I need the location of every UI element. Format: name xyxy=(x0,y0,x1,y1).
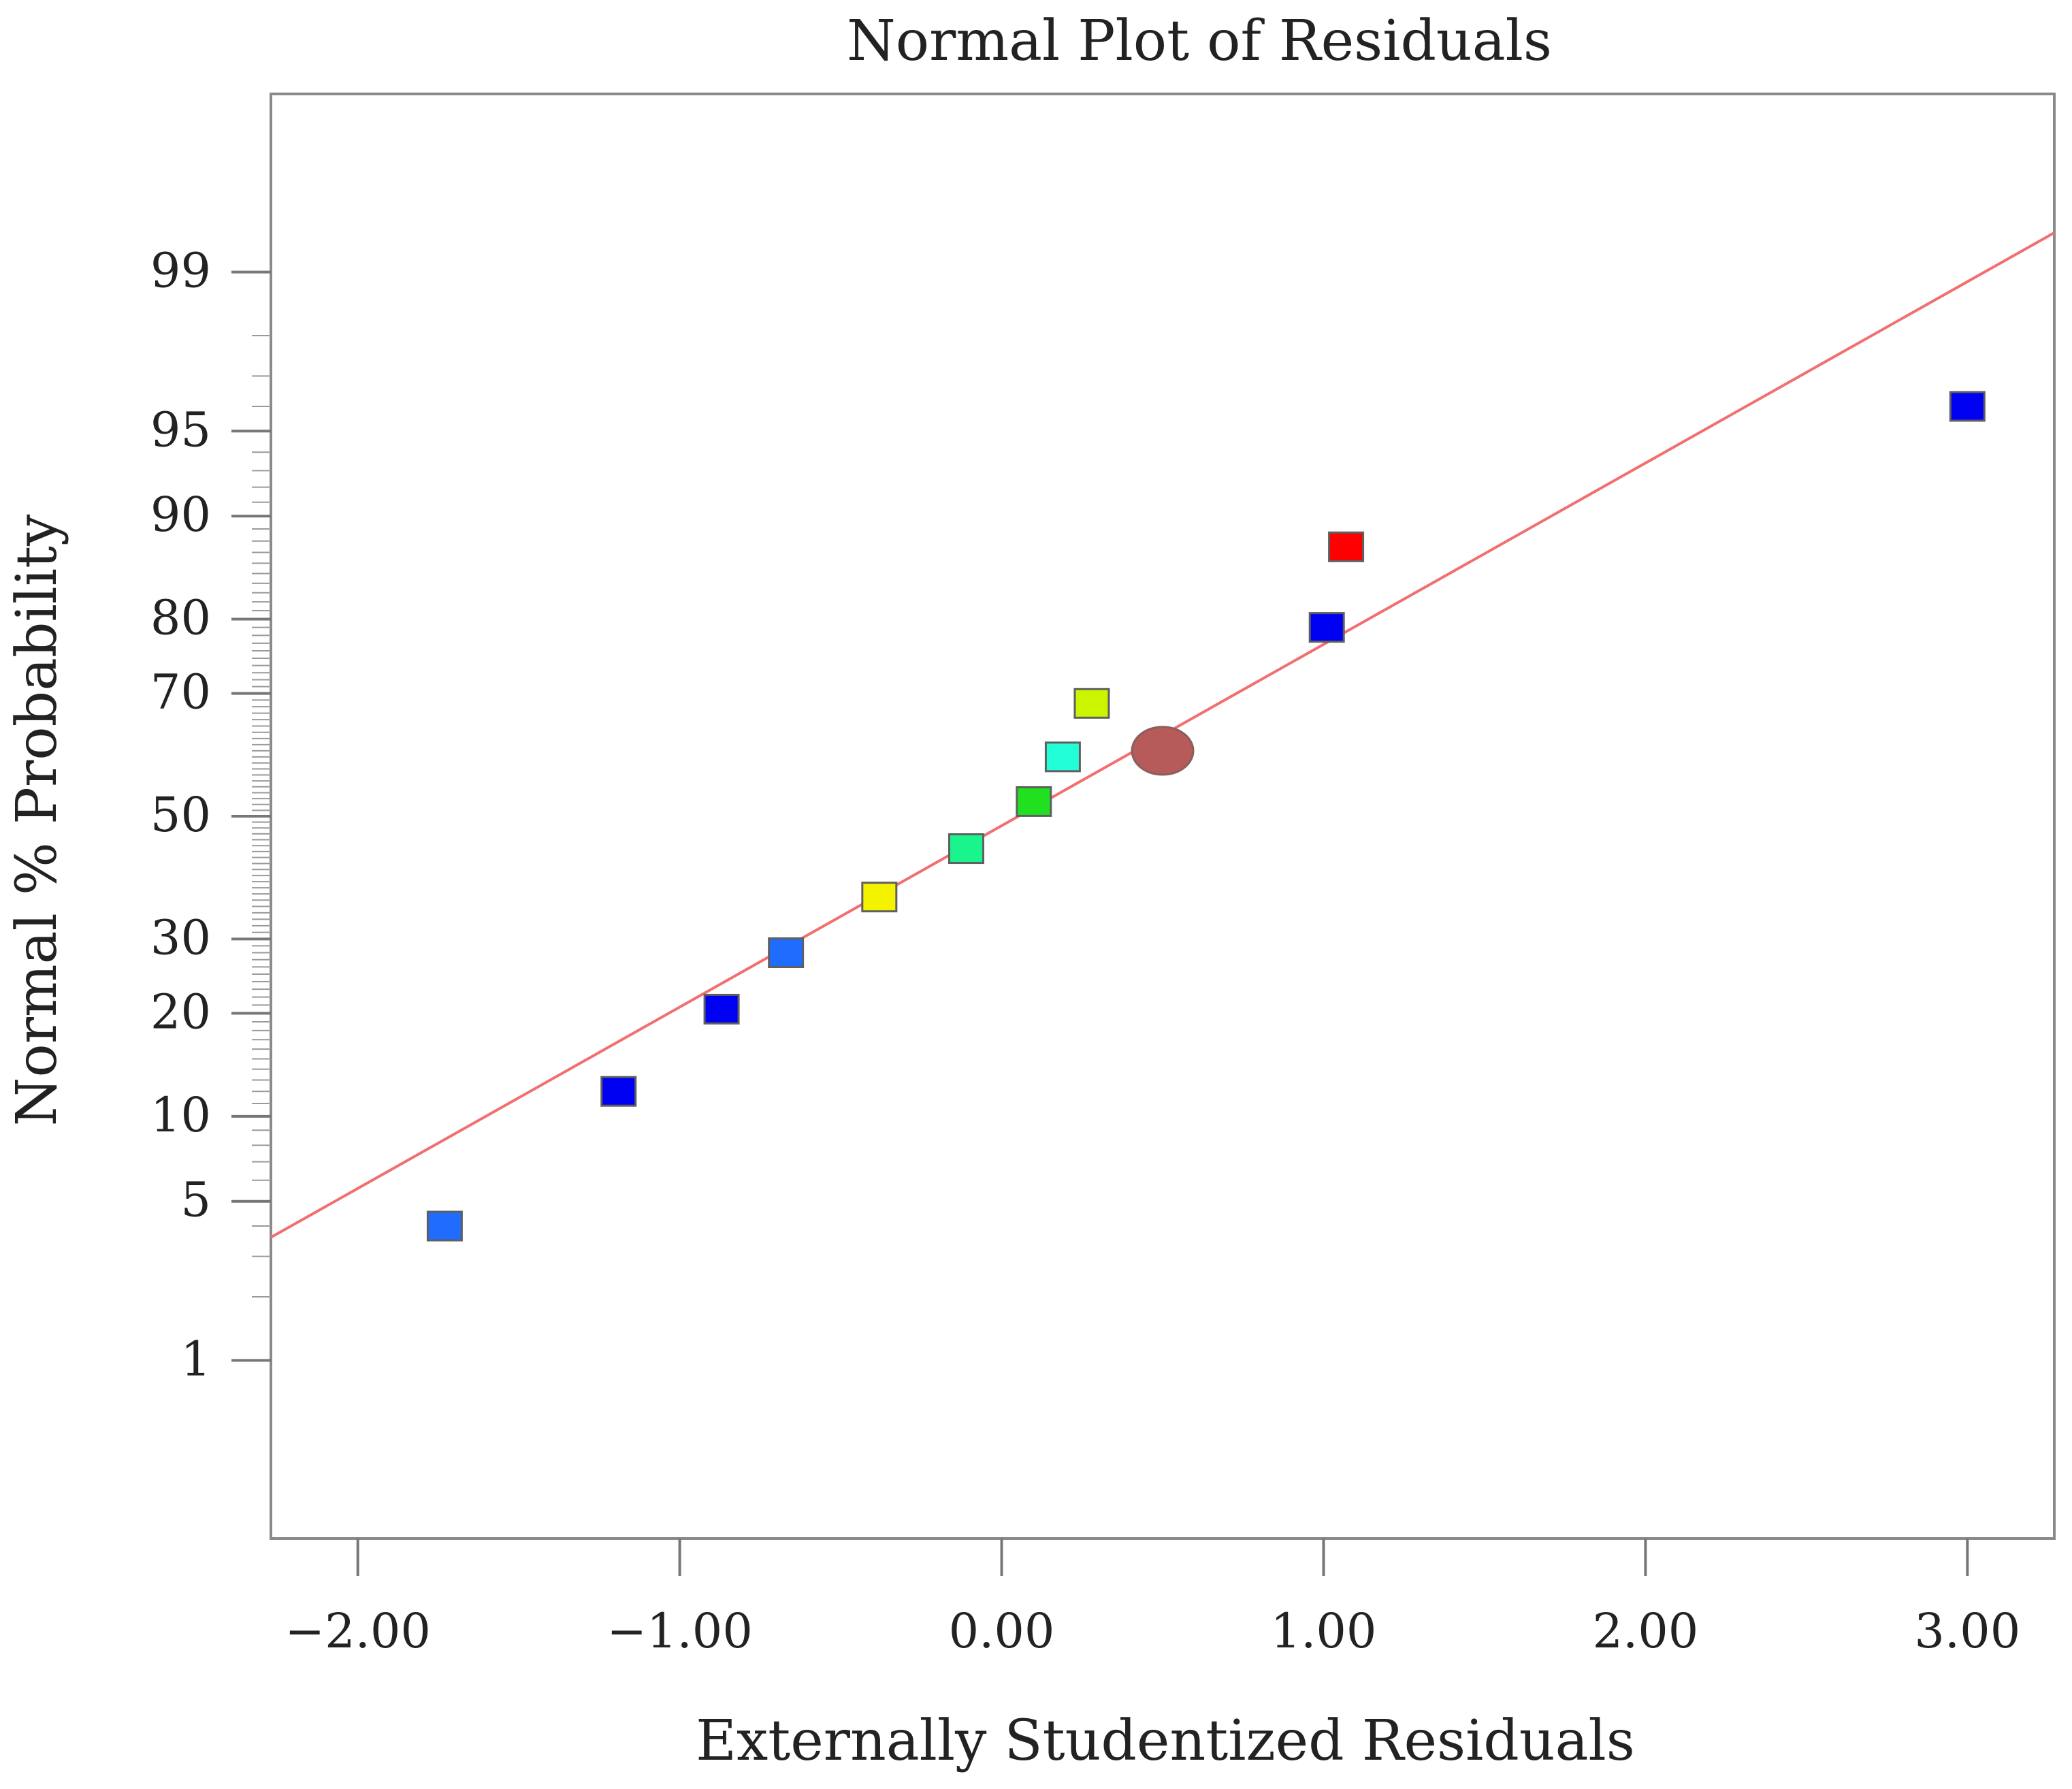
x-tick-label: 0.00 xyxy=(949,1603,1055,1659)
y-tick-label: 30 xyxy=(150,909,211,965)
y-tick-label: 50 xyxy=(150,787,211,843)
x-tick-label: −2.00 xyxy=(285,1603,431,1659)
y-tick-label: 10 xyxy=(150,1087,211,1143)
residual-point xyxy=(768,937,805,968)
residual-point xyxy=(861,882,898,913)
x-ticks: −2.00 −1.00 0.00 1.00 2.00 3.00 xyxy=(285,1538,2020,1659)
y-axis-label: Normal % Probability xyxy=(5,514,69,1126)
residual-point xyxy=(426,1210,463,1242)
x-tick-label: −1.00 xyxy=(606,1603,753,1659)
y-tick-label: 80 xyxy=(150,590,211,645)
residual-point xyxy=(1328,531,1365,562)
residual-point xyxy=(703,993,740,1025)
y-tick-label: 90 xyxy=(150,487,211,543)
y-tick-label: 99 xyxy=(150,243,211,299)
residual-point xyxy=(1308,612,1345,643)
x-tick-label: 1.00 xyxy=(1271,1603,1377,1659)
points-layer xyxy=(426,391,1986,1242)
highlight-point xyxy=(1131,726,1195,776)
plot-area xyxy=(270,93,2056,1540)
x-axis-label: Externally Studentized Residuals xyxy=(696,1709,1635,1773)
y-tick-label: 5 xyxy=(180,1172,211,1228)
residual-point xyxy=(948,833,985,865)
residual-point xyxy=(1073,688,1110,719)
minor-y-ticks xyxy=(252,271,271,1361)
major-y-ticks: 1 5 10 20 30 50 70 80 90 95 99 xyxy=(150,243,271,1387)
residual-point xyxy=(600,1076,637,1107)
x-tick-label: 3.00 xyxy=(1914,1603,2020,1659)
x-tick-label: 2.00 xyxy=(1592,1603,1698,1659)
y-tick-label: 20 xyxy=(150,984,211,1040)
residual-point xyxy=(1949,391,1986,422)
residual-point xyxy=(1044,741,1081,773)
chart-title: Normal Plot of Residuals xyxy=(847,9,1552,74)
residual-point xyxy=(1016,786,1052,817)
y-tick-label: 1 xyxy=(180,1331,211,1387)
y-tick-label: 95 xyxy=(150,402,211,457)
y-tick-label: 70 xyxy=(150,664,211,720)
